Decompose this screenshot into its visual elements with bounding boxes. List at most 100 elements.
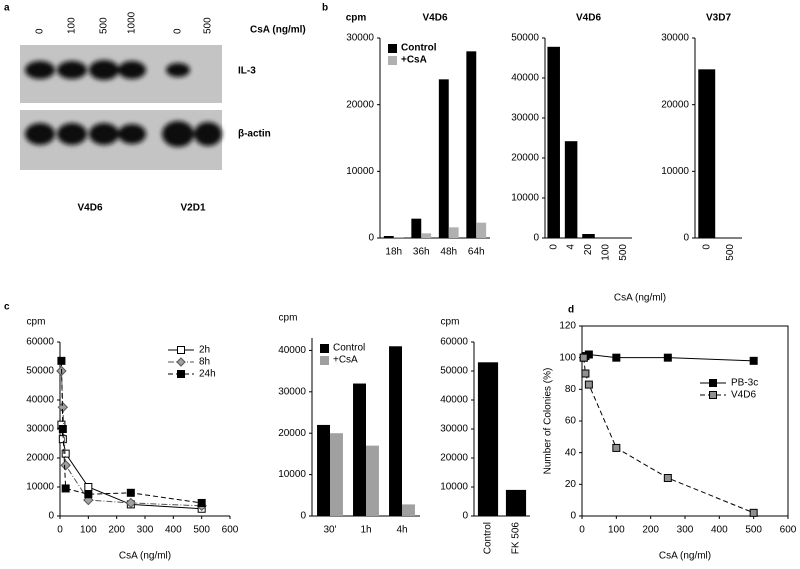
x-axis-label: CsA (ng/ml) bbox=[614, 293, 666, 304]
y-tick-label: 20000 bbox=[440, 453, 468, 464]
x-tick-label: 100 bbox=[608, 525, 625, 536]
y-tick-label: 40000 bbox=[278, 345, 306, 356]
x-tick-label: FK 506 bbox=[511, 522, 522, 555]
y-tick-label: 20000 bbox=[661, 99, 689, 110]
y-tick-label: 0 bbox=[683, 233, 689, 244]
bar bbox=[477, 362, 499, 516]
x-tick-label: 1h bbox=[360, 525, 371, 536]
bar bbox=[698, 69, 716, 238]
legend-swatch bbox=[320, 356, 329, 365]
legend-label: 24h bbox=[199, 369, 216, 380]
legend-swatch bbox=[388, 44, 397, 53]
bar bbox=[438, 79, 449, 238]
x-tick-label: 500 bbox=[193, 525, 210, 536]
y-tick-label: 30000 bbox=[26, 424, 54, 435]
x-tick-label: 20 bbox=[583, 244, 594, 256]
x-tick-label: 400 bbox=[711, 525, 728, 536]
legend-label: Control bbox=[333, 343, 365, 354]
y-axis-label: cpm bbox=[279, 313, 298, 324]
y-tick-label: 60000 bbox=[440, 337, 468, 348]
y-axis-label: cpm bbox=[441, 317, 460, 328]
y-tick-label: 20000 bbox=[511, 153, 539, 164]
bar bbox=[448, 227, 459, 238]
marker bbox=[663, 353, 672, 362]
series-line bbox=[60, 360, 202, 504]
lane-label: 1000 bbox=[127, 11, 138, 34]
marker bbox=[57, 356, 66, 365]
legend-label: V4D6 bbox=[731, 390, 756, 401]
y-tick-label: 20000 bbox=[26, 453, 54, 464]
bar bbox=[421, 233, 432, 238]
y-tick-label: 40000 bbox=[440, 395, 468, 406]
legend-marker bbox=[176, 357, 186, 367]
x-tick-label: 200 bbox=[642, 525, 659, 536]
y-tick-label: 10000 bbox=[278, 469, 306, 480]
panel-label: d bbox=[568, 305, 574, 316]
bar bbox=[476, 222, 487, 238]
legend-label: +CsA bbox=[401, 55, 427, 66]
y-tick-label: 0 bbox=[368, 233, 374, 244]
x-tick-label: 0 bbox=[579, 525, 585, 536]
y-tick-label: 30000 bbox=[511, 113, 539, 124]
blot: CsA (ng/ml) IL-3 β-actin V4D6 V2D1 bbox=[20, 25, 306, 214]
bar bbox=[393, 237, 404, 238]
legend-label: +CsA bbox=[333, 355, 358, 366]
y-tick-label: 40 bbox=[565, 447, 577, 458]
y-tick-label: 40000 bbox=[511, 73, 539, 84]
cell-line: V2D1 bbox=[180, 203, 205, 214]
marker bbox=[58, 425, 67, 433]
y-tick-label: 0 bbox=[48, 511, 54, 522]
x-tick-label: 0 bbox=[701, 244, 712, 250]
y-tick-label: 30000 bbox=[440, 424, 468, 435]
marker bbox=[126, 488, 135, 497]
marker bbox=[663, 474, 672, 482]
bar bbox=[366, 445, 379, 516]
y-tick-label: 100 bbox=[559, 352, 576, 363]
marker bbox=[584, 380, 593, 389]
marker bbox=[60, 460, 71, 471]
marker bbox=[84, 490, 93, 499]
series-line bbox=[583, 357, 754, 514]
lane-label: 500 bbox=[99, 17, 110, 34]
panel-label: a bbox=[4, 3, 10, 14]
legend-swatch bbox=[388, 56, 397, 65]
cell-line: V4D6 bbox=[77, 203, 102, 214]
legend-label: Control bbox=[401, 43, 437, 54]
marker bbox=[749, 508, 758, 517]
y-tick-label: 30000 bbox=[346, 33, 374, 44]
marker bbox=[61, 484, 70, 493]
bar bbox=[383, 236, 394, 238]
bar bbox=[411, 218, 422, 238]
y-axis-label: Number of Colonies (%) bbox=[543, 368, 554, 475]
x-tick-label: 0 bbox=[57, 525, 63, 536]
y-tick-label: 10000 bbox=[511, 193, 539, 204]
y-tick-label: 0 bbox=[300, 511, 306, 522]
x-tick-label: 400 bbox=[165, 525, 182, 536]
legend-label: PB-3c bbox=[731, 378, 758, 389]
y-tick-label: 60000 bbox=[26, 337, 54, 348]
chart-title: V4D6 bbox=[576, 13, 601, 24]
x-tick-label: 18h bbox=[385, 247, 402, 258]
marker bbox=[197, 498, 206, 507]
legend-marker bbox=[177, 370, 185, 378]
x-tick-label: 600 bbox=[222, 525, 239, 536]
y-tick-label: 40000 bbox=[26, 395, 54, 406]
x-tick-label: 64h bbox=[468, 247, 485, 258]
y-tick-label: 30000 bbox=[661, 33, 689, 44]
bar bbox=[547, 46, 560, 238]
panel-label: c bbox=[4, 302, 10, 313]
bar bbox=[402, 504, 415, 516]
marker bbox=[749, 356, 758, 365]
x-tick-label: 36h bbox=[413, 247, 430, 258]
chart-title: V3D7 bbox=[706, 13, 731, 24]
y-tick-label: 0 bbox=[533, 233, 539, 244]
legend-marker bbox=[177, 346, 185, 354]
x-tick-label: 4 bbox=[566, 244, 577, 250]
y-tick-label: 10000 bbox=[440, 482, 468, 493]
bar bbox=[389, 346, 402, 516]
y-tick-label: 10000 bbox=[661, 166, 689, 177]
marker bbox=[612, 353, 621, 362]
x-axis-label: CsA (ng/ml) bbox=[659, 551, 711, 562]
x-tick-label: Control bbox=[483, 522, 494, 554]
x-tick-label: 600 bbox=[780, 525, 797, 536]
